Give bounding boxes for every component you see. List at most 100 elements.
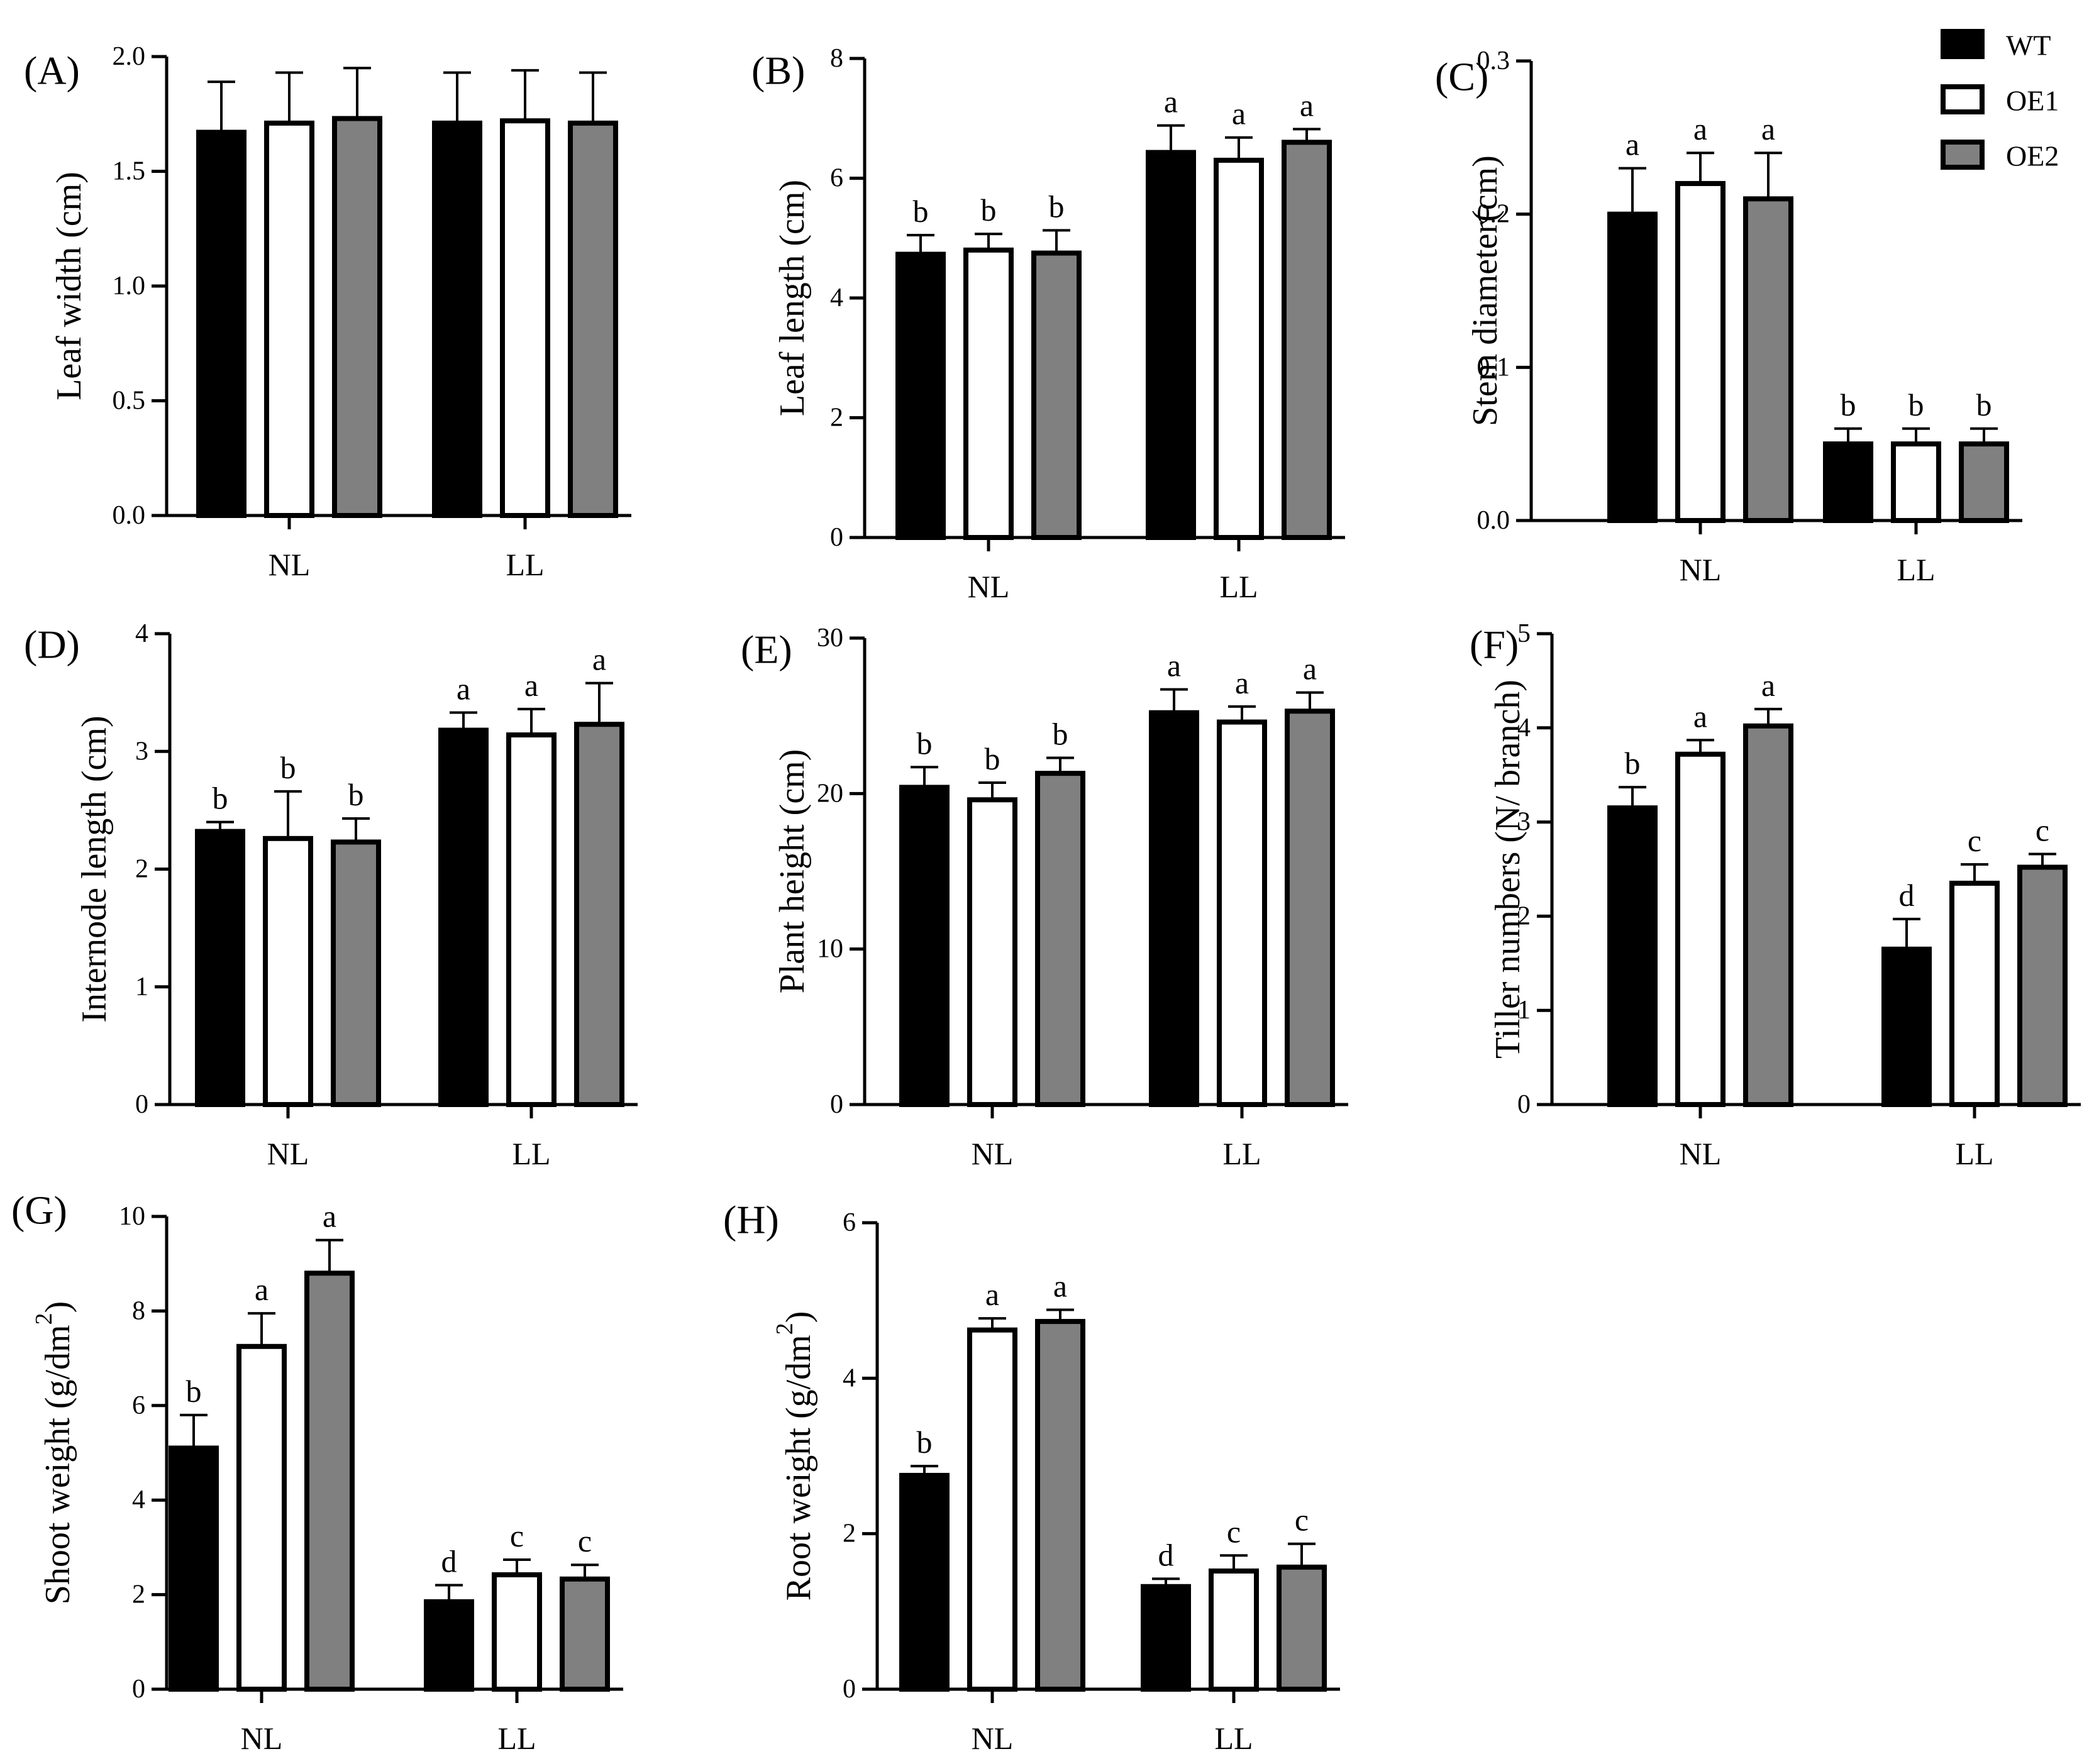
bar-oe2-nl xyxy=(1743,196,1793,523)
bar-oe2-ll xyxy=(1285,708,1335,1108)
y-axis-title: Shoot weight (g/dm2) xyxy=(31,1301,77,1605)
significance-letter: b xyxy=(917,1425,933,1460)
y-tick-label: 0 xyxy=(830,1090,843,1119)
significance-letter: c xyxy=(578,1523,592,1558)
bar-oe2-nl xyxy=(332,116,382,519)
chart-panels: (A) 0.0 0.5 1.0 1.5 2.0 NL LL Leaf width (cm) (B)… xyxy=(11,42,2081,1756)
significance-letter: a xyxy=(1235,665,1249,700)
y-axis-title-text: Leaf width (cm) xyxy=(50,172,89,400)
significance-letter: b xyxy=(186,1374,202,1409)
bar-oe2-ll xyxy=(1959,441,2009,524)
bar-oe1-ll xyxy=(1891,441,1941,524)
x-category-label: LL xyxy=(1955,1136,1993,1171)
y-tick-label: 1 xyxy=(1517,996,1531,1025)
bar-oe1-nl xyxy=(967,1327,1017,1692)
y-axis-title-text: Shoot weight (g/dm xyxy=(38,1325,77,1604)
significance-letter: b xyxy=(280,750,296,785)
y-axis-title: Tiller numbers (N/ branch) xyxy=(1488,680,1527,1059)
x-category-label: NL xyxy=(968,569,1010,604)
y-axis-title-end: ) xyxy=(38,1301,77,1313)
legend-swatch xyxy=(1941,29,1985,59)
bar-oe2-ll xyxy=(574,722,624,1107)
bar-oe1-ll xyxy=(1949,880,2000,1107)
bar-wt-ll xyxy=(1881,946,1932,1107)
x-category-label: NL xyxy=(972,1721,1014,1756)
bar-oe1-nl xyxy=(967,797,1017,1108)
bar-oe1-ll xyxy=(506,732,557,1108)
significance-letter: a xyxy=(524,668,538,703)
bar-oe2-nl xyxy=(1743,723,1793,1107)
bar-oe2-ll xyxy=(560,1576,610,1692)
y-axis-title: Internode length (cm) xyxy=(75,715,114,1022)
bar-wt-nl xyxy=(899,1472,950,1692)
bar-oe1-nl xyxy=(264,120,314,519)
bar-wt-nl xyxy=(895,251,946,540)
y-tick-label: 6 xyxy=(830,164,843,193)
bar-oe2-ll xyxy=(1277,1564,1327,1692)
x-category-label: LL xyxy=(497,1721,536,1756)
y-tick-label: 6 xyxy=(132,1391,145,1420)
bar-oe1-ll xyxy=(500,118,550,518)
bar-wt-ll xyxy=(438,727,489,1108)
significance-letter: c xyxy=(1968,823,1981,858)
panel-label: (D) xyxy=(24,622,80,667)
significance-letter: b xyxy=(913,194,929,229)
legend-item-wt: WT xyxy=(1941,29,2051,62)
bar-wt-nl xyxy=(1607,805,1658,1107)
panel-label: (A) xyxy=(24,48,80,93)
y-axis-title-superscript: 2 xyxy=(772,1323,798,1335)
y-tick-label: 0 xyxy=(1517,1090,1531,1119)
significance-letter: a xyxy=(1303,651,1317,686)
legend-item-oe2: OE2 xyxy=(1941,140,2059,172)
y-tick-label: 20 xyxy=(817,779,843,808)
bar-wt-ll xyxy=(1149,710,1199,1107)
significance-letter: a xyxy=(255,1272,269,1307)
significance-letter: c xyxy=(2036,813,2049,848)
significance-letter: d xyxy=(441,1544,457,1579)
x-category-label: LL xyxy=(1214,1721,1253,1756)
y-tick-label: 4 xyxy=(132,1486,145,1514)
significance-letter: c xyxy=(1227,1514,1241,1549)
chart-panel-a: (A) 0.0 0.5 1.0 1.5 2.0 NL LL Leaf width (cm) xyxy=(24,42,631,582)
y-tick-label: 2 xyxy=(1517,901,1531,930)
significance-letter: a xyxy=(1164,84,1178,119)
bar-wt-ll xyxy=(1823,441,1873,524)
x-category-label: LL xyxy=(506,547,544,582)
bar-wt-nl xyxy=(1607,211,1658,523)
bar-oe1-nl xyxy=(1675,751,1726,1107)
y-axis-title-text: Stem diameter(cm) xyxy=(1466,155,1505,426)
y-axis-title: Stem diameter(cm) xyxy=(1466,155,1505,426)
y-tick-label: 8 xyxy=(132,1296,145,1325)
y-axis-title: Leaf length (cm) xyxy=(773,180,812,416)
bar-wt-nl xyxy=(169,1445,219,1692)
y-tick-label: 1.5 xyxy=(113,157,146,186)
y-axis-title-end: ) xyxy=(779,1311,818,1323)
legend-label: OE2 xyxy=(2006,140,2059,172)
significance-letter: a xyxy=(1300,87,1314,123)
significance-letter: a xyxy=(1693,111,1707,146)
panel-label: (F) xyxy=(1470,622,1519,667)
x-category-label: NL xyxy=(241,1721,283,1756)
y-tick-label: 10 xyxy=(119,1202,145,1231)
y-tick-label: 1 xyxy=(135,973,148,1001)
legend: WT OE1 OE2 xyxy=(1941,29,2059,172)
y-tick-label: 30 xyxy=(817,624,843,653)
y-tick-label: 0 xyxy=(135,1090,148,1119)
significance-letter: a xyxy=(592,642,606,677)
bar-wt-ll xyxy=(424,1599,474,1692)
legend-item-oe1: OE1 xyxy=(1941,84,2059,117)
x-category-label: LL xyxy=(1222,1136,1261,1171)
bar-oe1-nl xyxy=(263,835,313,1107)
significance-letter: b xyxy=(981,192,997,228)
significance-letter: c xyxy=(510,1518,524,1553)
significance-letter: d xyxy=(1158,1537,1174,1572)
y-tick-label: 4 xyxy=(830,284,843,312)
significance-letter: b xyxy=(1053,716,1068,751)
y-axis-title-text: Root weight (g/dm xyxy=(779,1335,818,1601)
significance-letter: b xyxy=(1049,189,1065,224)
y-tick-label: 8 xyxy=(830,44,843,73)
y-axis-title-text: Plant height (cm) xyxy=(773,749,812,994)
significance-letter: a xyxy=(1626,127,1639,162)
